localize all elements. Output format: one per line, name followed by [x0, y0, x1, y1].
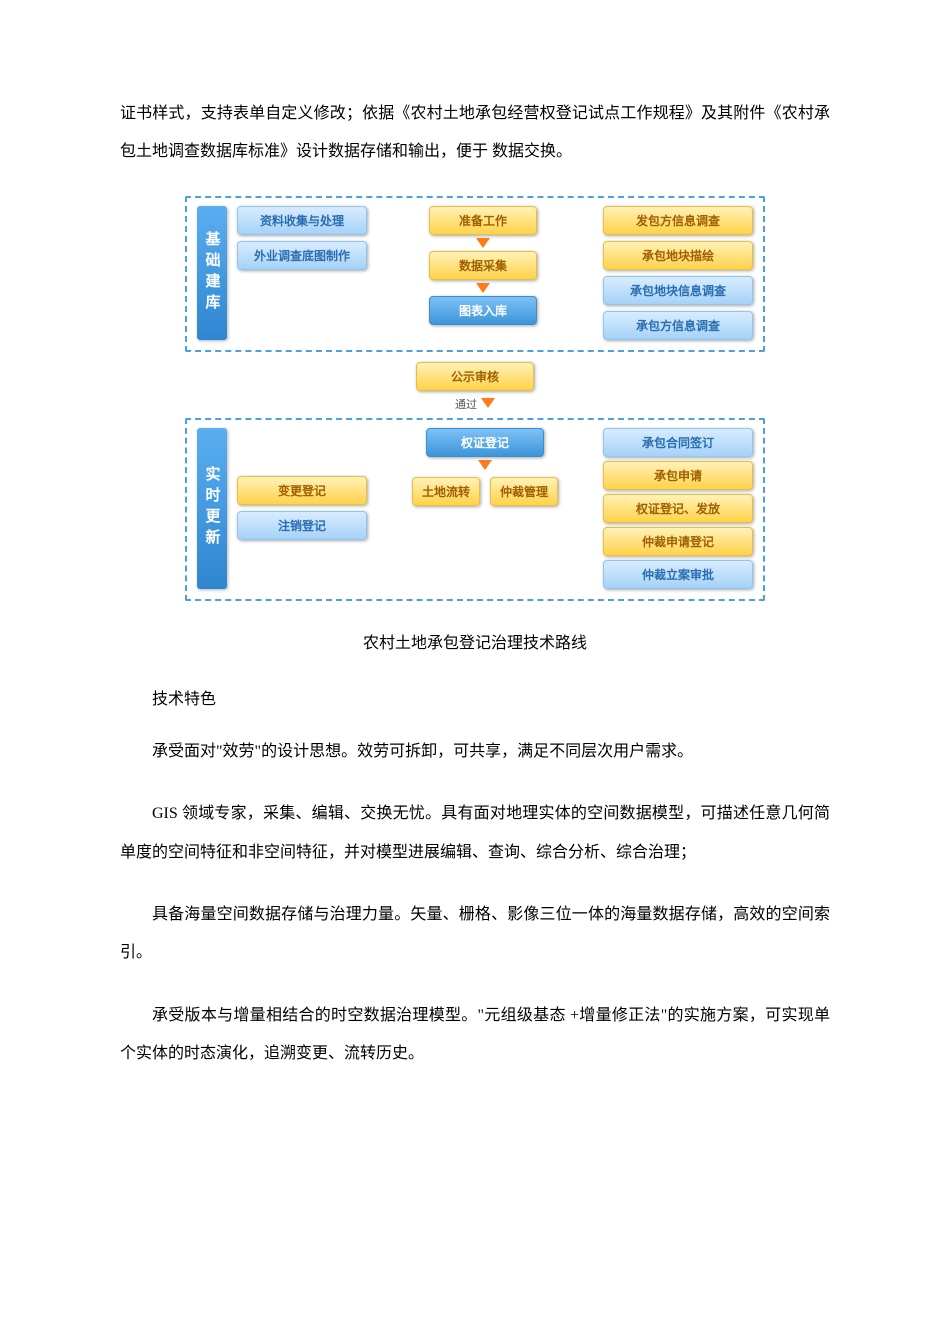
paragraph-2: 承受面对"效劳"的设计思想。效劳可拆卸，可共享，满足不同层次用户需求。 — [120, 733, 830, 771]
left-column-1: 资料收集与处理 外业调查底图制作 — [237, 206, 367, 340]
section-label-basic: 基础建库 — [197, 206, 227, 340]
node-contractor-info: 承包方信息调查 — [603, 311, 753, 340]
document-page: 证书样式，支持表单自定义修改；依据《农村土地承包经营权登记试点工作规程》及其附件… — [0, 0, 950, 1158]
mid-column-1: 准备工作 数据采集 图表入库 — [375, 206, 591, 340]
right-column-2: 承包合同签订 承包申请 权证登记、发放 仲裁申请登记 仲裁立案审批 — [603, 428, 753, 589]
arrow-down-icon — [478, 460, 492, 470]
node-data-collect: 数据采集 — [429, 251, 537, 280]
figure-caption: 农村土地承包登记治理技术路线 — [120, 629, 830, 653]
node-arb-case: 仲裁立案审批 — [603, 560, 753, 589]
node-arb-apply: 仲裁申请登记 — [603, 527, 753, 556]
paragraph-5: 承受版本与增量相结合的时空数据治理模型。"元组级基态 +增量修正法"的实施方案，… — [120, 997, 830, 1074]
node-prepare: 准备工作 — [429, 206, 537, 235]
node-land-transfer: 土地流转 — [412, 477, 480, 506]
mid-column-2: 权证登记 土地流转 仲裁管理 — [379, 428, 591, 589]
arrow-down-icon — [476, 283, 490, 293]
node-change-reg: 变更登记 — [237, 476, 367, 505]
subheading-tech: 技术特色 — [120, 685, 830, 709]
right-column-1: 发包方信息调查 承包地块描绘 承包地块信息调查 承包方信息调查 — [603, 206, 753, 340]
section-realtime-update: 实时更新 变更登记 注销登记 权证登记 土地流转 仲裁管理 承包合同签订 承包申… — [185, 418, 765, 601]
node-contract-sign: 承包合同签订 — [603, 428, 753, 457]
left-column-2: 变更登记 注销登记 — [237, 428, 367, 589]
node-parcel-draw: 承包地块描绘 — [603, 241, 753, 270]
node-cert-issue: 权证登记、发放 — [603, 494, 753, 523]
node-issuer-survey: 发包方信息调查 — [603, 206, 753, 235]
node-contract-apply: 承包申请 — [603, 461, 753, 490]
node-cert-reg: 权证登记 — [426, 428, 544, 457]
node-chart-store: 图表入库 — [429, 296, 537, 325]
node-parcel-info: 承包地块信息调查 — [603, 276, 753, 305]
paragraph-1: 证书样式，支持表单自定义修改；依据《农村土地承包经营权登记试点工作规程》及其附件… — [120, 95, 830, 172]
flowchart: 基础建库 资料收集与处理 外业调查底图制作 准备工作 数据采集 图表入库 发包方… — [185, 196, 765, 601]
paragraph-4: 具备海量空间数据存储与治理力量。矢量、栅格、影像三位一体的海量数据存储，高效的空… — [120, 896, 830, 973]
between-section: 公示审核 通过 — [185, 362, 765, 412]
node-arbitration: 仲裁管理 — [490, 477, 558, 506]
label-pass: 通过 — [455, 396, 477, 412]
node-basemap: 外业调查底图制作 — [237, 241, 367, 270]
section-label-update: 实时更新 — [197, 428, 227, 589]
node-cancel-reg: 注销登记 — [237, 511, 367, 540]
section-basic-build: 基础建库 资料收集与处理 外业调查底图制作 准备工作 数据采集 图表入库 发包方… — [185, 196, 765, 352]
arrow-down-icon — [476, 238, 490, 248]
arrow-down-icon — [481, 398, 495, 408]
node-material-collect: 资料收集与处理 — [237, 206, 367, 235]
paragraph-3: GIS 领域专家，采集、编辑、交换无忧。具有面对地理实体的空间数据模型，可描述任… — [120, 795, 830, 872]
node-public-audit: 公示审核 — [416, 362, 534, 391]
